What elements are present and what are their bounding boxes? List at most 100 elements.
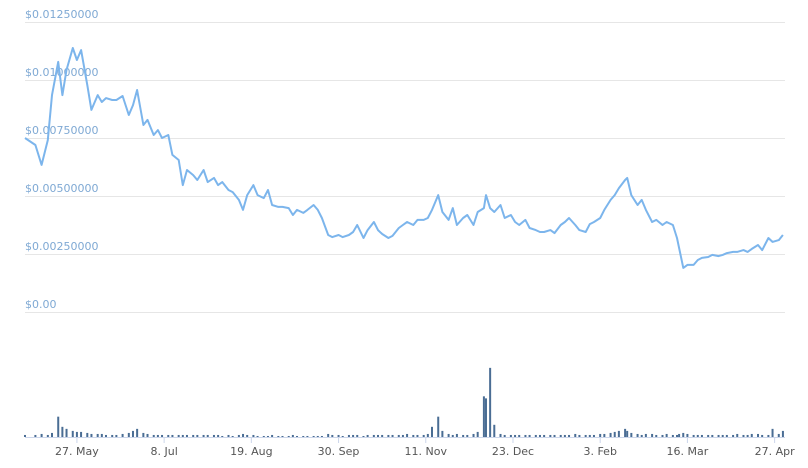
volume-bar bbox=[781, 430, 784, 437]
volume-bar bbox=[651, 433, 654, 437]
volume-bar bbox=[100, 433, 103, 437]
volume-bar bbox=[721, 434, 724, 437]
volume-bar bbox=[115, 434, 118, 437]
volume-bar bbox=[156, 434, 159, 437]
volume-bar bbox=[406, 433, 409, 437]
volume-bar bbox=[181, 434, 184, 437]
x-tick-label: 8. Jul bbox=[150, 445, 177, 458]
volume-bar bbox=[312, 435, 315, 437]
volume-bar bbox=[574, 433, 577, 437]
volume-bar bbox=[302, 435, 305, 437]
y-tick-label: $0.00 bbox=[25, 298, 57, 311]
volume-bar bbox=[252, 434, 255, 437]
volume-bar bbox=[725, 434, 728, 437]
volume-bar bbox=[692, 434, 695, 437]
volume-bar bbox=[682, 432, 685, 437]
volume-bar bbox=[493, 424, 496, 437]
volume-bar bbox=[416, 434, 419, 437]
volume-bar bbox=[65, 428, 68, 437]
volume-bar bbox=[503, 434, 506, 437]
volume-bar bbox=[736, 433, 739, 437]
volume-bar bbox=[757, 433, 760, 437]
volume-bar bbox=[387, 434, 390, 437]
volume-bar bbox=[401, 434, 404, 437]
volume-bar bbox=[381, 434, 384, 437]
volume-bar bbox=[242, 433, 245, 437]
volume-bar bbox=[671, 434, 674, 437]
volume-bar bbox=[613, 431, 616, 437]
volume-bar bbox=[277, 435, 280, 437]
volume-bar bbox=[617, 430, 620, 437]
x-tick-label: 16. Mar bbox=[667, 445, 709, 458]
volume-bar bbox=[185, 434, 188, 437]
volume-bar bbox=[206, 434, 209, 437]
volume-bar bbox=[362, 435, 365, 437]
volume-bar bbox=[104, 434, 107, 437]
x-tick-label: 27. May bbox=[55, 445, 99, 458]
volume-bar bbox=[127, 432, 130, 437]
volume-bar bbox=[196, 434, 199, 437]
y-tick-label: $0.00750000 bbox=[25, 124, 98, 137]
volume-bar bbox=[578, 434, 581, 437]
volume-bar bbox=[80, 431, 83, 437]
volume-bar bbox=[451, 434, 454, 437]
volume-bar bbox=[192, 434, 195, 437]
volume-bar bbox=[237, 434, 240, 437]
volume-bar bbox=[514, 434, 517, 437]
volume-bar bbox=[177, 434, 180, 437]
volume-bar bbox=[499, 433, 502, 437]
volume-bar bbox=[40, 433, 43, 437]
volume-bar bbox=[412, 434, 415, 437]
volume-bar bbox=[592, 434, 595, 437]
volume-bar bbox=[661, 434, 664, 437]
volume-bar bbox=[256, 435, 259, 437]
volume-bar bbox=[696, 434, 699, 437]
volume-bar bbox=[96, 433, 99, 437]
volume-bar bbox=[441, 430, 444, 437]
x-tick-label: 11. Nov bbox=[405, 445, 448, 458]
volume-bar bbox=[372, 434, 375, 437]
volume-bar bbox=[746, 434, 749, 437]
volume-bar bbox=[644, 433, 647, 437]
volume-bar bbox=[331, 434, 334, 437]
volume-bar bbox=[524, 434, 527, 437]
volume-bar bbox=[426, 433, 429, 437]
volume-bar bbox=[316, 435, 319, 437]
volume-bar bbox=[296, 435, 299, 437]
volume-bar bbox=[563, 434, 566, 437]
volume-bar bbox=[136, 428, 139, 437]
volume-bar bbox=[430, 426, 433, 437]
y-tick-label: $0.01250000 bbox=[25, 8, 98, 21]
x-tick-label: 23. Dec bbox=[492, 445, 534, 458]
volume-bar bbox=[707, 434, 710, 437]
volume-bar bbox=[352, 434, 355, 437]
volume-bar bbox=[327, 433, 330, 437]
volume-bar bbox=[655, 434, 658, 437]
volume-bar bbox=[111, 434, 114, 437]
y-tick-label: $0.00500000 bbox=[25, 182, 98, 195]
volume-bar bbox=[287, 435, 290, 437]
volume-bar bbox=[161, 434, 164, 437]
volume-bar bbox=[466, 434, 469, 437]
volume-bar bbox=[538, 434, 541, 437]
volume-bar bbox=[630, 432, 633, 437]
volume-bar bbox=[711, 434, 714, 437]
volume-bar bbox=[553, 434, 556, 437]
volume-bar bbox=[271, 434, 274, 437]
volume-bar bbox=[320, 435, 323, 437]
volume-bar bbox=[75, 431, 78, 437]
volume-bar bbox=[86, 432, 89, 437]
volume-bar bbox=[246, 434, 249, 437]
volume-bar bbox=[46, 434, 49, 437]
y-tick-label: $0.01000000 bbox=[25, 66, 98, 79]
volume-bar bbox=[212, 434, 215, 437]
volume-bar bbox=[777, 433, 780, 437]
volume-bar bbox=[34, 434, 37, 437]
volume-bar bbox=[437, 416, 440, 437]
volume-bar bbox=[588, 434, 591, 437]
volume-bar bbox=[700, 434, 703, 437]
volume-bar bbox=[717, 434, 720, 437]
volume-bar bbox=[640, 434, 643, 437]
volume-bar bbox=[281, 435, 284, 437]
volume-bar bbox=[603, 433, 606, 437]
